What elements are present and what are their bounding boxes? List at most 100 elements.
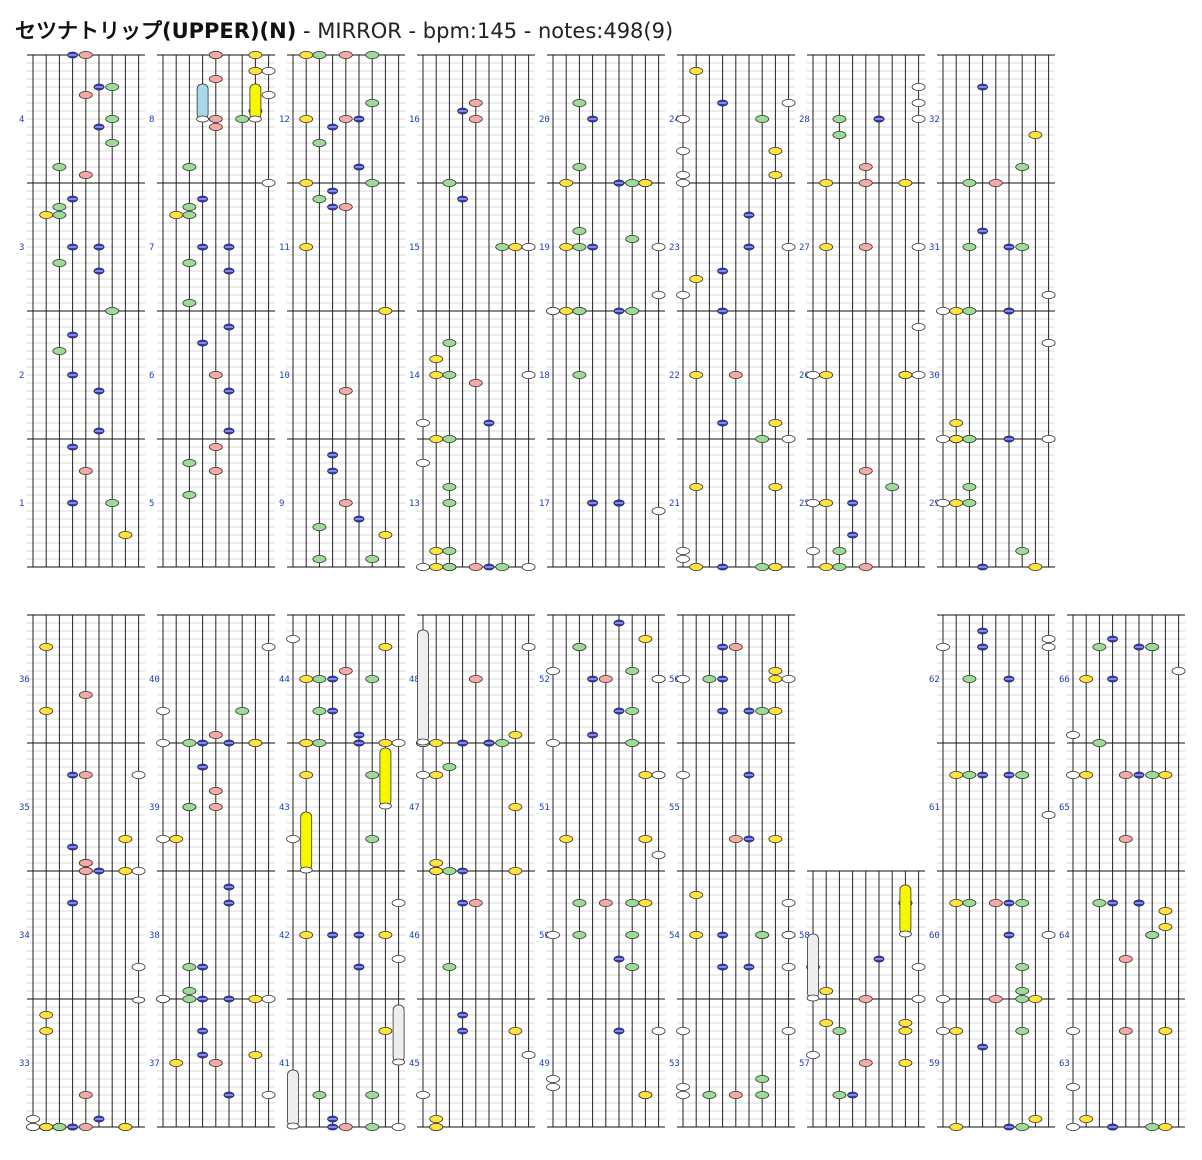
note xyxy=(819,178,834,187)
note xyxy=(728,1091,743,1100)
note xyxy=(1066,1083,1080,1092)
note xyxy=(949,418,964,427)
note xyxy=(781,931,796,940)
note xyxy=(495,739,510,748)
note xyxy=(572,899,587,908)
note xyxy=(1092,739,1107,748)
measure-number: 53 xyxy=(669,1059,680,1069)
measure-column: 9 10 11 12 xyxy=(279,51,405,568)
long-note xyxy=(196,83,209,120)
note xyxy=(898,178,913,187)
note xyxy=(508,1027,523,1036)
measure-number: 57 xyxy=(799,1059,810,1069)
note xyxy=(105,306,120,315)
note xyxy=(416,771,430,780)
note xyxy=(378,1027,393,1036)
measure-number: 29 xyxy=(929,499,940,509)
note xyxy=(391,955,406,964)
note xyxy=(1145,931,1160,940)
note xyxy=(651,771,666,780)
note xyxy=(442,547,457,556)
note xyxy=(781,675,796,684)
note xyxy=(118,867,133,876)
note xyxy=(676,1091,690,1100)
note xyxy=(625,306,640,315)
note xyxy=(365,1091,380,1100)
note xyxy=(1118,771,1133,780)
note xyxy=(832,547,847,556)
note xyxy=(689,67,704,76)
measure-number: 20 xyxy=(539,115,550,125)
note xyxy=(338,498,353,507)
note xyxy=(598,675,613,684)
note xyxy=(378,643,393,652)
measure-number: 62 xyxy=(929,675,940,685)
note xyxy=(182,202,197,211)
note xyxy=(962,498,977,507)
note xyxy=(468,99,483,108)
note xyxy=(1015,162,1030,171)
note xyxy=(625,667,640,676)
measure-number: 27 xyxy=(799,243,810,253)
note xyxy=(832,115,847,124)
note xyxy=(208,1059,223,1068)
note xyxy=(898,1019,913,1028)
note xyxy=(676,115,690,124)
note xyxy=(702,675,717,684)
note xyxy=(1015,995,1030,1004)
note xyxy=(131,867,146,876)
note xyxy=(572,370,587,379)
note xyxy=(936,434,950,443)
measure-number: 39 xyxy=(149,803,160,813)
note xyxy=(911,322,926,331)
note xyxy=(78,691,93,700)
note xyxy=(208,51,223,60)
note xyxy=(508,731,523,740)
note xyxy=(429,563,444,572)
note xyxy=(988,995,1003,1004)
measure-number: 48 xyxy=(409,675,420,685)
note xyxy=(26,1115,40,1124)
measure-number: 12 xyxy=(279,115,290,125)
note xyxy=(1158,1123,1173,1132)
note xyxy=(299,242,314,251)
measure-number: 22 xyxy=(669,371,680,381)
note xyxy=(338,51,353,60)
note xyxy=(442,482,457,491)
note xyxy=(208,123,223,132)
measure-number: 30 xyxy=(929,371,940,381)
measure-number: 26 xyxy=(799,371,810,381)
note xyxy=(312,194,327,203)
note xyxy=(312,523,327,532)
note xyxy=(898,1027,913,1036)
note xyxy=(1015,963,1030,972)
note xyxy=(365,51,380,60)
measure-number: 21 xyxy=(669,499,680,509)
note xyxy=(78,170,93,179)
note xyxy=(429,547,444,556)
note xyxy=(676,771,690,780)
note xyxy=(546,1075,560,1084)
note xyxy=(208,115,223,124)
note xyxy=(391,899,406,908)
note xyxy=(676,178,690,187)
note xyxy=(468,378,483,387)
note xyxy=(546,667,560,676)
note xyxy=(858,563,873,572)
note xyxy=(689,482,704,491)
note xyxy=(559,242,574,251)
measure-number: 17 xyxy=(539,499,550,509)
note xyxy=(521,563,536,572)
measure-number: 55 xyxy=(669,803,680,813)
note xyxy=(1041,931,1056,940)
note xyxy=(521,1051,536,1060)
measure-number: 35 xyxy=(19,803,30,813)
note xyxy=(625,739,640,748)
measure-number: 14 xyxy=(409,371,420,381)
note xyxy=(638,178,653,187)
measure-number: 50 xyxy=(539,931,550,941)
note xyxy=(949,771,964,780)
note xyxy=(1079,1115,1094,1124)
note xyxy=(182,963,197,972)
note xyxy=(962,482,977,491)
